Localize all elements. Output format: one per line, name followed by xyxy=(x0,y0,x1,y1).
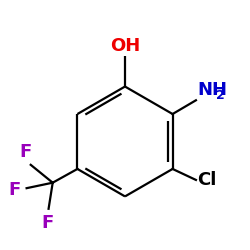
Text: F: F xyxy=(9,180,21,198)
Text: F: F xyxy=(19,143,31,161)
Text: F: F xyxy=(41,214,53,232)
Text: Cl: Cl xyxy=(197,171,217,189)
Text: NH: NH xyxy=(197,81,227,99)
Text: OH: OH xyxy=(110,37,140,55)
Text: 2: 2 xyxy=(216,89,225,102)
